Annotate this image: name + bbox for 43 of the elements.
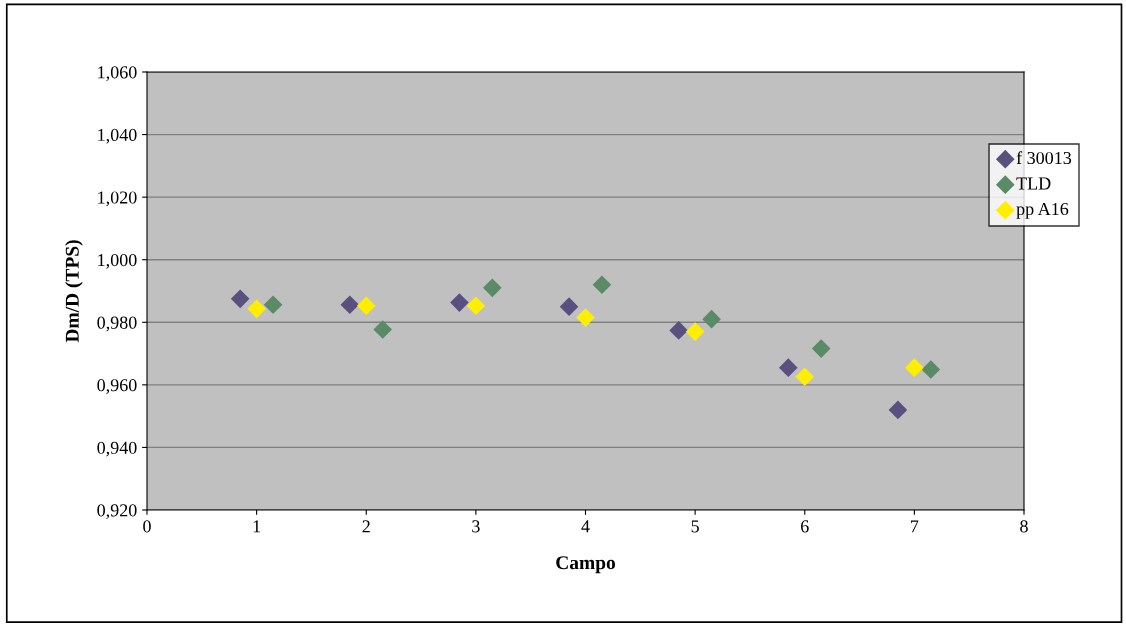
x-tick-label: 2 — [362, 520, 370, 533]
y-tick-label: 1,040 — [98, 128, 137, 144]
point — [247, 299, 266, 319]
y-tick-label: 1,000 — [98, 253, 137, 269]
point — [888, 400, 908, 420]
legend-label: TLD — [1016, 177, 1051, 190]
point — [576, 308, 595, 327]
y-tick-label: 0,940 — [97, 441, 137, 457]
x-tick-label: 1 — [253, 520, 261, 533]
x-tick-label: 6 — [801, 520, 809, 533]
x-axis-title: Campo — [556, 556, 616, 574]
point — [905, 358, 924, 377]
x-tick-label: 8 — [1020, 520, 1028, 533]
legend-label: f 30013 — [1016, 151, 1072, 165]
point — [230, 289, 250, 309]
point — [921, 360, 941, 379]
point — [340, 295, 360, 315]
y-axis-title: Dm/D (TPS) — [65, 240, 83, 343]
point — [702, 309, 721, 329]
y-tick-label: 0,920 — [97, 504, 137, 520]
y-tick-label: 0,960 — [97, 379, 137, 394]
point — [811, 339, 831, 358]
point — [483, 278, 502, 298]
point — [778, 358, 798, 377]
legend-label: pp A16 — [1016, 202, 1069, 219]
x-tick-label: 7 — [911, 520, 919, 533]
point — [263, 295, 283, 315]
x-tick-label: 0 — [143, 520, 151, 533]
point — [466, 296, 486, 316]
point — [795, 367, 815, 387]
point — [669, 321, 688, 340]
x-tick-label: 3 — [472, 520, 480, 533]
y-tick-label: 1,060 — [98, 66, 137, 82]
point — [356, 296, 376, 316]
point — [373, 320, 393, 339]
y-tick-label: 1,020 — [98, 191, 137, 207]
point — [685, 322, 705, 341]
x-tick-label: 5 — [691, 520, 699, 533]
x-tick-label: 4 — [581, 520, 590, 533]
point — [592, 275, 612, 295]
point — [450, 293, 469, 312]
point — [559, 297, 579, 316]
y-tick-label: 0,980 — [97, 316, 137, 332]
